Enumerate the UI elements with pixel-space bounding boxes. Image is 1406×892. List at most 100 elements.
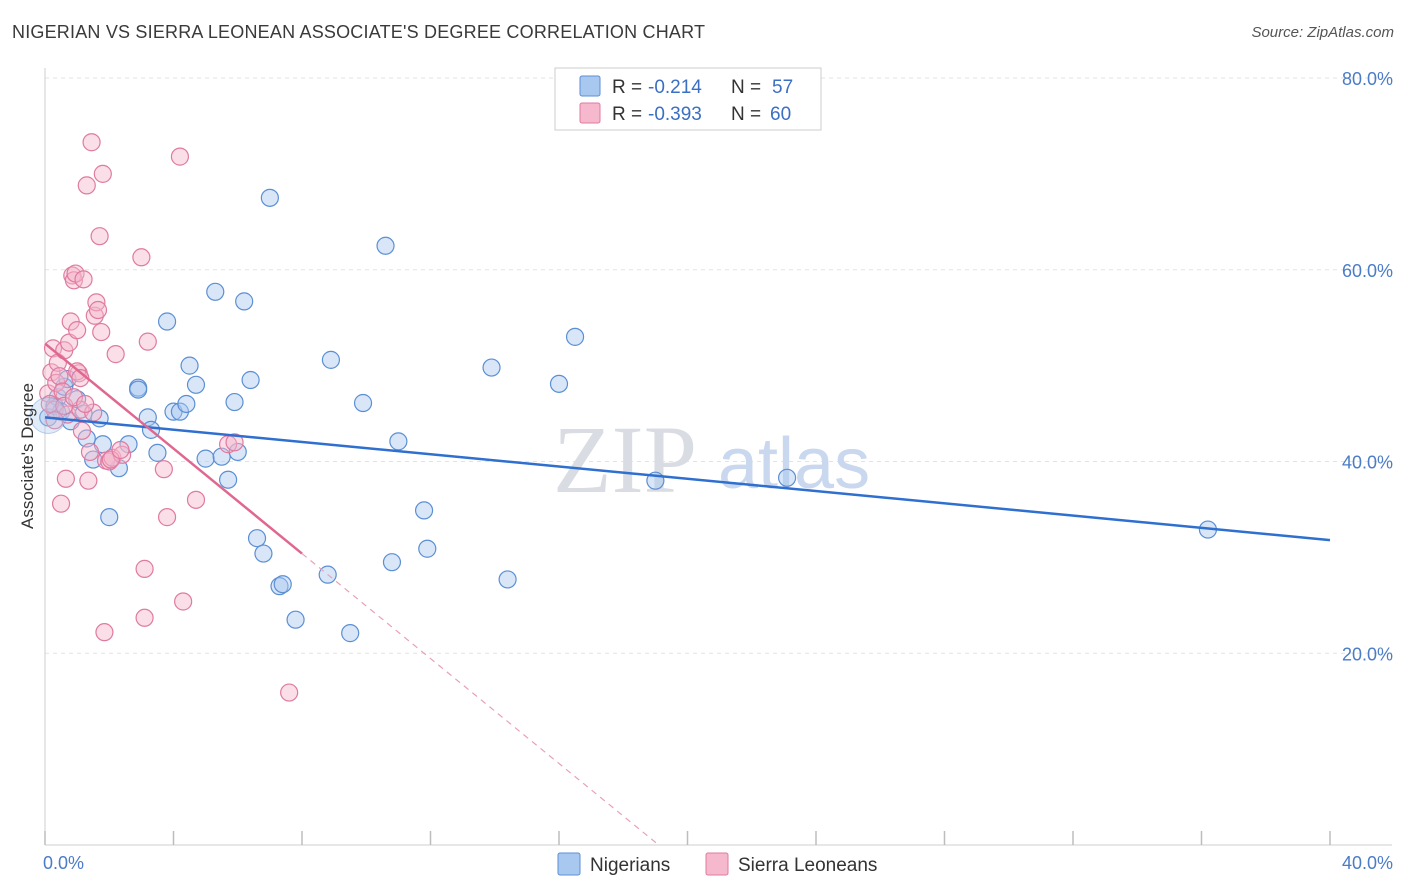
point-0-51 [549,374,569,393]
trend-line-sierra-leoneans-extension [301,553,659,846]
point-0-23 [177,394,196,414]
legend-r-label-2: R = [612,104,642,125]
point-1-28 [90,227,109,246]
point-0-49 [482,358,501,377]
point-1-43 [170,147,190,166]
point-1-38 [135,559,154,578]
point-0-56 [129,380,148,399]
trend-line-nigerians [44,416,1331,542]
point-1-51 [53,382,72,401]
point-0-32 [235,292,254,311]
chart-title: NIGERIAN VS SIERRA LEONEAN ASSOCIATE'S D… [12,22,706,42]
point-0-19 [148,443,167,462]
chart-source: Source: ZipAtlas.com [1251,24,1394,41]
legend-swatch-sierra-leoneans [579,102,601,124]
legend-n-label-2: N = [731,104,761,125]
y-tick-label-1: 40.0% [1342,453,1393,473]
point-1-49 [40,394,59,414]
point-1-25 [85,306,104,325]
point-1-21 [79,471,98,490]
point-0-29 [219,470,238,489]
bottom-legend-swatch-nigerians [557,852,581,876]
point-0-26 [196,449,215,468]
point-1-13 [64,271,84,290]
point-0-35 [254,544,273,563]
gridlines [45,77,1392,654]
point-0-47 [414,501,434,520]
point-1-44 [174,592,193,611]
point-0-46 [389,432,408,451]
point-1-23 [82,133,101,152]
watermark-atlas: atlas [718,424,870,504]
legend-series: Nigerians Sierra Leoneans [557,852,877,876]
point-0-44 [376,236,395,255]
bottom-legend-swatch-sierra-leoneans [705,852,729,876]
legend-n-value-1: 57 [772,77,793,98]
point-0-54 [777,468,797,487]
x-tick-label-0: 0.0% [43,853,84,873]
point-1-42 [157,508,177,527]
point-1-18 [72,421,92,440]
point-0-42 [321,350,341,369]
point-1-22 [80,442,100,462]
point-1-57 [101,450,120,469]
point-1-41 [154,460,173,479]
point-0-13 [100,508,119,527]
point-1-53 [64,388,84,407]
legend-r-label-1: R = [612,77,642,98]
point-1-26 [87,293,106,312]
trend-lines [44,342,1331,846]
point-0-45 [382,553,402,572]
point-1-27 [88,300,108,320]
y-tick-label-2: 60.0% [1342,261,1393,281]
legend-n-value-2: 60 [770,104,791,125]
legend-n-label-1: N = [731,77,761,98]
point-1-50 [50,367,69,386]
point-1-48 [280,683,299,702]
point-1-47 [225,433,244,452]
legend-r-value-2: -0.393 [648,104,702,125]
point-1-29 [92,322,111,342]
point-1-40 [138,332,157,351]
point-1-39 [135,608,154,627]
legend-correlation: R = -0.214 N = 57 R = -0.393 N = 60 [554,67,822,131]
legend-r-value-1: -0.214 [648,77,702,98]
point-0-39 [286,610,305,629]
point-1-58 [111,440,130,460]
point-1-30 [93,164,112,183]
point-0-41 [341,624,360,643]
point-0-31 [228,442,247,462]
point-1-19 [74,270,93,289]
y-tick-label-0: 20.0% [1342,644,1393,664]
legend-swatch-nigerians [579,75,601,97]
y-axis-label: Associate's Degree [18,383,37,529]
point-0-34 [247,529,267,548]
point-0-33 [241,370,260,390]
point-1-35 [106,345,125,364]
y-tick-label-3: 80.0% [1342,69,1393,89]
point-0-37 [270,577,289,596]
x-tick-label-1: 40.0% [1342,853,1393,873]
point-cluster-origin [29,396,67,434]
point-0-52 [565,327,585,346]
point-0-38 [273,575,292,594]
watermark-zip: ZIP [553,406,697,513]
point-1-8 [56,469,75,488]
bottom-legend-label-sierra-leoneans: Sierra Leoneans [738,855,877,876]
point-1-6 [51,494,71,513]
point-0-43 [353,393,373,413]
point-1-56 [76,394,95,414]
point-1-45 [186,490,206,509]
point-0-27 [206,282,225,301]
watermark: ZIP atlas [553,406,870,513]
point-0-36 [260,188,279,207]
point-1-31 [95,623,114,642]
bottom-legend-label-nigerians: Nigerians [590,855,670,876]
point-1-20 [77,176,96,195]
point-0-20 [157,312,177,331]
point-0-30 [225,392,244,412]
point-1-37 [132,248,151,267]
axes [44,68,1392,846]
point-1-15 [68,321,87,340]
